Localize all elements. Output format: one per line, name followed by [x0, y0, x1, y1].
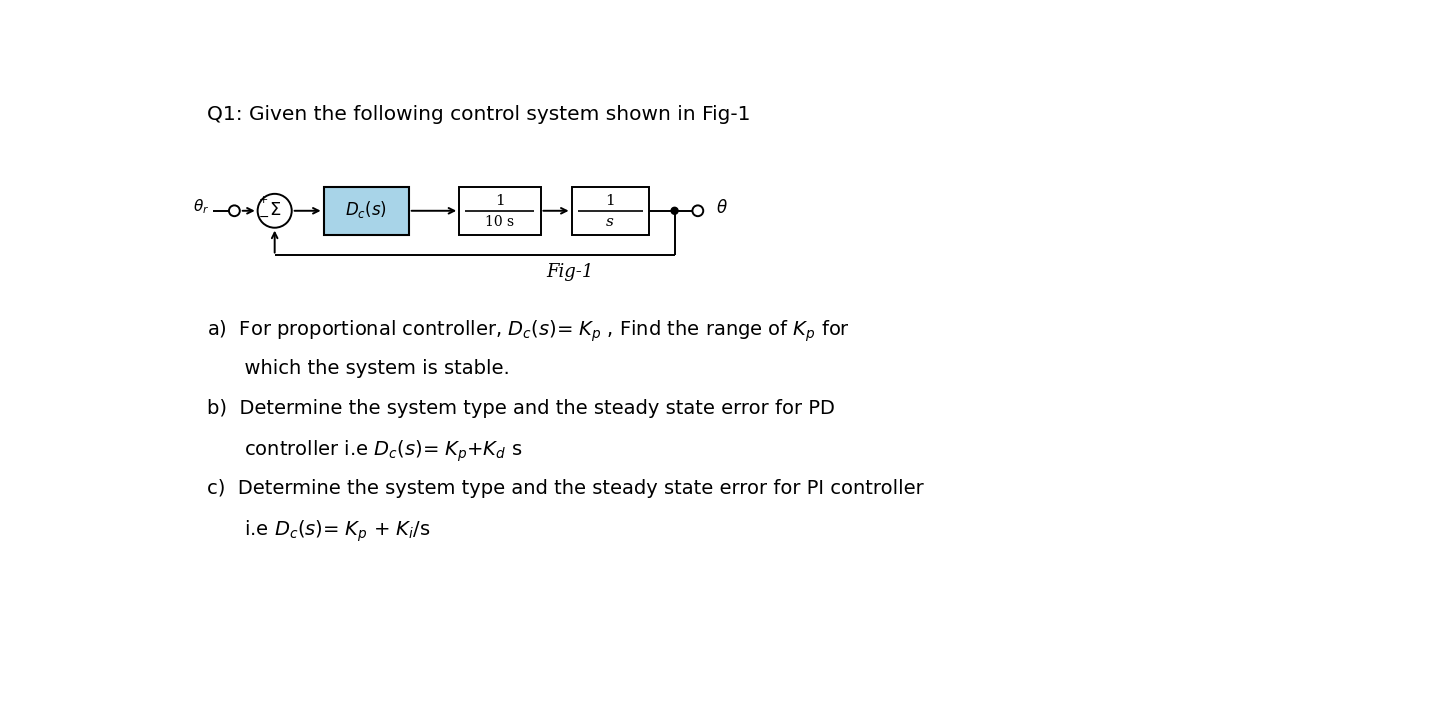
Text: $\Sigma$: $\Sigma$: [268, 201, 281, 219]
Bar: [460, 187, 540, 234]
Text: a)  For proportional controller, $D_c(s)$= $K_p$ , Find the range of $K_p$ for: a) For proportional controller, $D_c(s)$…: [208, 318, 850, 344]
Text: 10 s: 10 s: [486, 215, 514, 229]
Text: which the system is stable.: which the system is stable.: [208, 358, 510, 378]
Text: Fig-1: Fig-1: [546, 263, 594, 281]
Text: +: +: [259, 195, 268, 205]
Text: c)  Determine the system type and the steady state error for PI controller: c) Determine the system type and the ste…: [208, 479, 924, 498]
Circle shape: [672, 207, 679, 214]
Text: −: −: [258, 211, 269, 224]
Text: b)  Determine the system type and the steady state error for PD: b) Determine the system type and the ste…: [208, 399, 836, 418]
Text: $\theta_r$: $\theta_r$: [193, 196, 209, 216]
Text: i.e $D_c(s)$= $K_p$ + $K_i$/s: i.e $D_c(s)$= $K_p$ + $K_i$/s: [208, 519, 431, 544]
Text: Q1: Given the following control system shown in Fig-1: Q1: Given the following control system s…: [208, 105, 751, 124]
Bar: [572, 187, 648, 234]
Text: 1: 1: [494, 194, 504, 208]
Text: s: s: [607, 215, 614, 229]
Text: $D_c(s)$: $D_c(s)$: [346, 199, 388, 219]
Bar: [323, 187, 409, 234]
Text: $\theta$: $\theta$: [716, 199, 728, 217]
Text: 1: 1: [605, 194, 615, 208]
Text: controller i.e $D_c(s)$= $K_p$+$K_d$ s: controller i.e $D_c(s)$= $K_p$+$K_d$ s: [208, 439, 523, 464]
